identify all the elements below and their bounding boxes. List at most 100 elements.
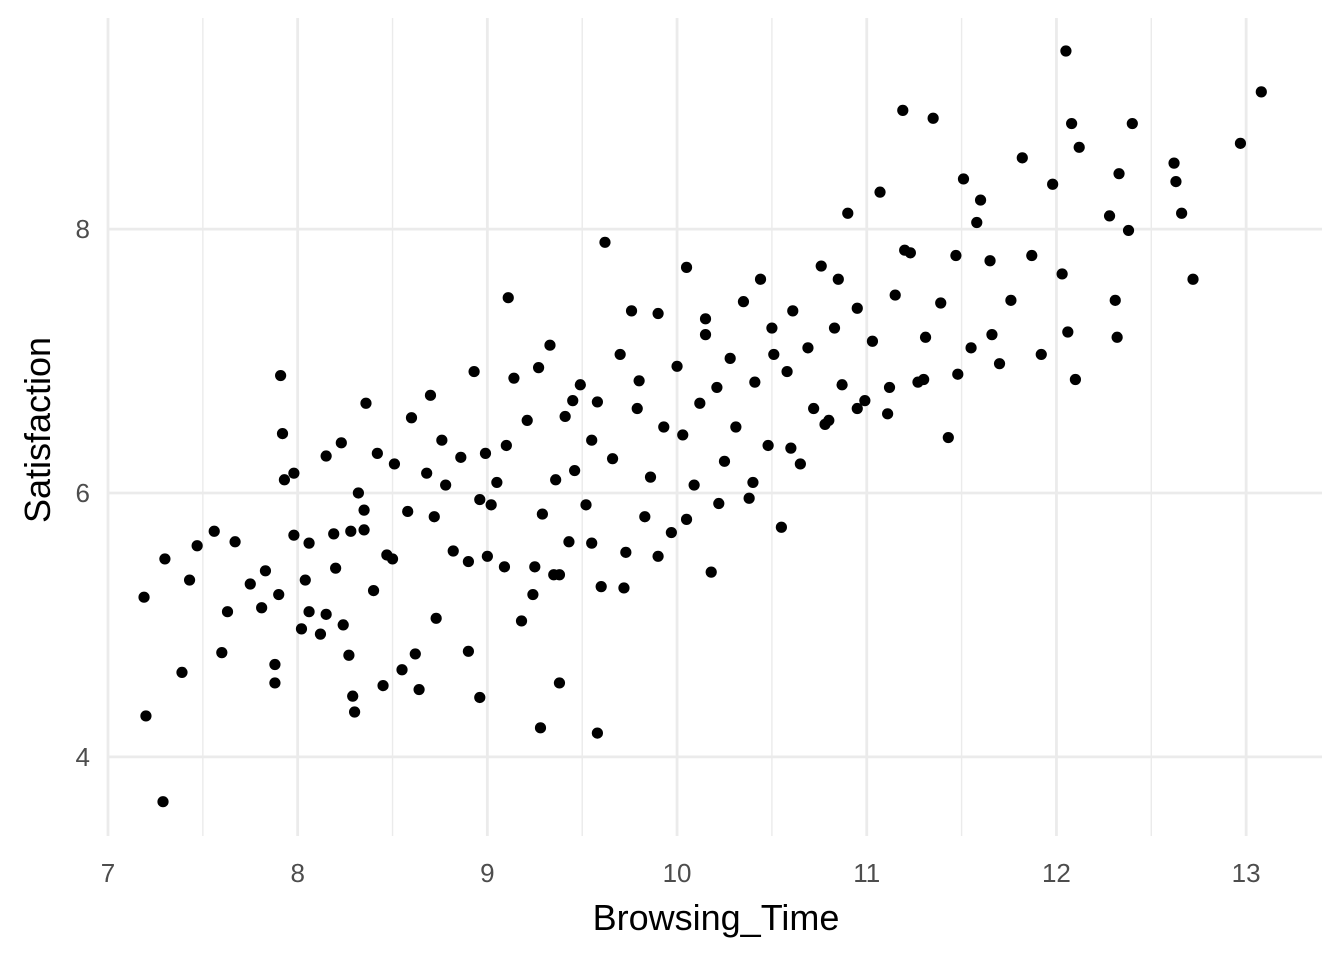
data-point	[737, 296, 750, 308]
data-point	[677, 429, 689, 441]
x-axis-title: Browsing_Time	[593, 897, 840, 938]
data-point	[563, 536, 575, 548]
data-point	[1035, 348, 1047, 361]
y-axis-tick-labels: 4 6 8	[76, 214, 90, 772]
data-point	[874, 186, 886, 198]
data-point	[986, 329, 998, 341]
data-point	[360, 397, 372, 409]
data-point	[462, 645, 475, 657]
data-point	[724, 352, 736, 364]
data-point	[221, 606, 234, 618]
data-point	[942, 431, 954, 444]
data-point	[918, 373, 930, 386]
data-points	[138, 45, 1267, 808]
x-axis-tick-labels: 7 8 9 10 11 12 13	[101, 858, 1261, 888]
y-tick-label: 4	[76, 742, 90, 772]
data-point	[550, 474, 562, 486]
data-point	[620, 546, 632, 558]
data-point	[899, 244, 911, 256]
data-point	[889, 289, 901, 301]
data-point	[1187, 273, 1199, 285]
data-point	[440, 479, 452, 491]
data-point	[259, 565, 272, 577]
data-point	[216, 647, 228, 659]
data-point	[965, 342, 977, 354]
data-point	[919, 331, 932, 343]
data-point	[866, 335, 879, 347]
data-point	[256, 602, 268, 614]
data-point	[1113, 168, 1125, 180]
data-point	[671, 360, 683, 372]
data-point	[1111, 331, 1123, 343]
data-point	[474, 493, 486, 506]
data-point	[819, 418, 831, 430]
data-point	[343, 649, 355, 661]
data-point	[481, 550, 493, 562]
data-point	[614, 348, 626, 361]
data-point	[468, 365, 480, 378]
data-point	[515, 615, 528, 627]
data-point	[680, 261, 693, 273]
data-point	[699, 313, 712, 325]
data-point	[935, 297, 947, 309]
data-point	[1168, 157, 1180, 169]
data-point	[652, 307, 664, 320]
data-point	[775, 521, 787, 533]
x-tick-label: 11	[853, 858, 880, 888]
data-point	[276, 427, 289, 440]
data-point	[974, 194, 987, 206]
data-point	[950, 249, 962, 262]
data-point	[599, 236, 611, 248]
data-point	[591, 396, 603, 408]
data-point	[754, 273, 767, 285]
data-point	[208, 525, 220, 537]
data-point	[1255, 86, 1267, 98]
data-point	[498, 561, 511, 573]
data-point	[409, 648, 421, 660]
x-tick-label: 10	[663, 858, 692, 888]
data-point	[851, 302, 863, 314]
data-point	[314, 628, 327, 640]
major-grid	[106, 18, 1322, 836]
data-point	[586, 537, 598, 549]
data-point	[794, 458, 806, 470]
x-tick-label: 8	[290, 858, 304, 888]
data-point	[447, 545, 459, 557]
x-tick-label: 13	[1232, 858, 1261, 888]
data-point	[288, 529, 300, 541]
data-point	[330, 562, 342, 574]
data-point	[229, 536, 241, 548]
data-point	[548, 569, 560, 581]
data-point	[984, 255, 996, 267]
x-tick-label: 7	[101, 858, 115, 888]
data-point	[288, 467, 300, 479]
data-point	[138, 591, 150, 603]
data-point	[367, 585, 380, 597]
data-point	[345, 525, 357, 537]
data-point	[730, 421, 742, 433]
data-point	[815, 260, 827, 272]
y-tick-label: 8	[76, 214, 90, 244]
data-point	[532, 362, 545, 374]
data-point	[1016, 152, 1028, 164]
data-point	[787, 305, 799, 317]
data-point	[337, 619, 349, 631]
data-point	[665, 526, 677, 539]
data-point	[785, 442, 797, 454]
data-point	[377, 679, 389, 692]
data-point	[479, 447, 492, 459]
data-point	[718, 455, 731, 467]
data-point	[273, 588, 285, 601]
data-point	[1170, 176, 1182, 188]
data-point	[278, 474, 291, 486]
data-point	[527, 588, 539, 601]
data-point	[768, 348, 780, 361]
data-point	[749, 376, 761, 388]
data-point	[851, 402, 863, 415]
data-point	[500, 439, 512, 452]
x-tick-label: 12	[1042, 858, 1071, 888]
data-point	[1073, 141, 1085, 153]
data-point	[529, 561, 541, 573]
data-point	[140, 710, 152, 722]
